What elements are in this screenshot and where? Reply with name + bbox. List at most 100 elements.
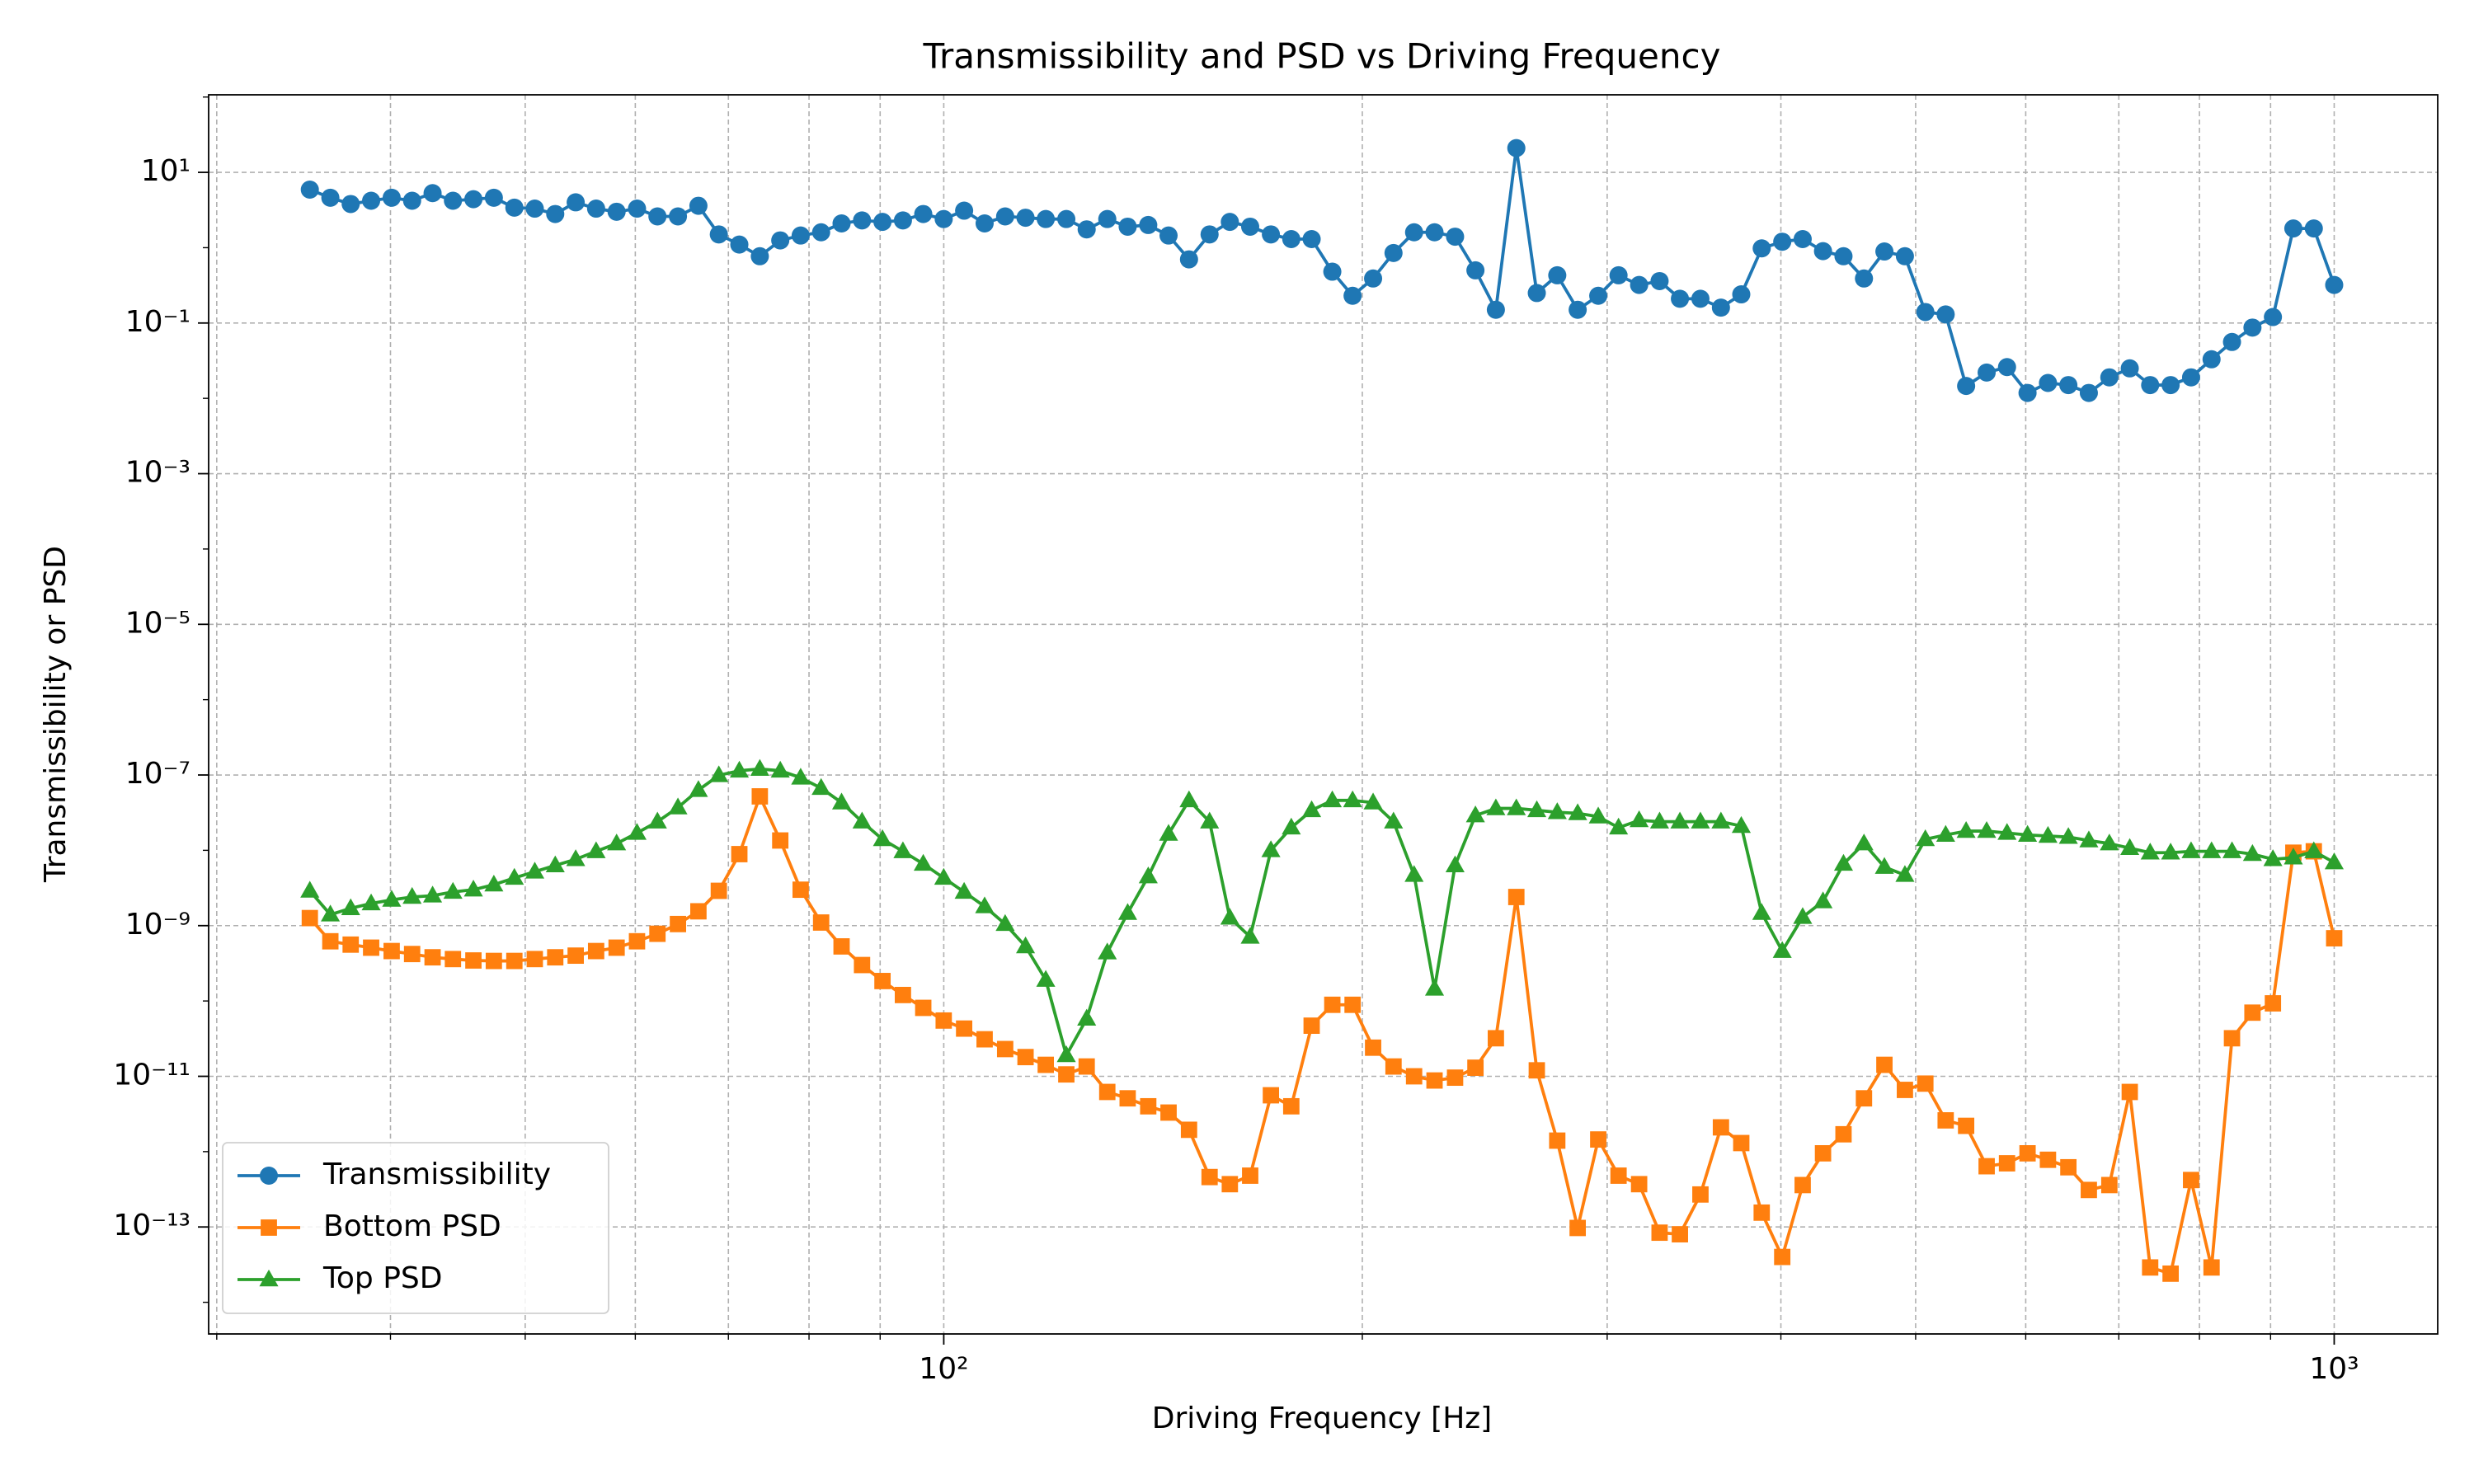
marker — [874, 973, 891, 989]
marker — [1876, 1056, 1893, 1073]
marker — [1773, 232, 1792, 251]
marker — [1140, 1097, 1157, 1115]
marker — [1856, 1090, 1873, 1107]
marker — [954, 881, 974, 899]
marker — [750, 758, 769, 777]
marker — [1630, 810, 1649, 828]
series-line — [308, 767, 2335, 1057]
marker — [995, 207, 1014, 226]
marker — [1364, 269, 1383, 288]
marker — [1488, 1030, 1504, 1047]
marker — [690, 903, 707, 920]
marker — [1528, 1062, 1545, 1079]
marker — [1221, 1176, 1239, 1193]
marker — [2324, 852, 2345, 870]
marker — [382, 890, 402, 907]
marker — [1874, 857, 1894, 874]
marker — [2181, 368, 2200, 387]
marker — [750, 247, 769, 265]
marker — [1078, 1058, 1095, 1075]
marker — [1875, 242, 1894, 261]
marker — [2081, 1181, 2097, 1199]
marker — [1691, 811, 1710, 829]
marker — [1609, 265, 1628, 284]
marker — [526, 951, 543, 968]
marker — [628, 932, 646, 950]
marker — [2059, 376, 2078, 395]
marker — [1794, 1176, 1811, 1194]
marker — [1590, 1131, 1606, 1148]
marker — [1037, 1056, 1055, 1073]
marker — [1956, 820, 1976, 838]
marker — [464, 190, 483, 209]
marker — [2121, 1083, 2138, 1101]
marker — [1753, 1204, 1771, 1221]
marker — [996, 1040, 1014, 1058]
y-tick-label: 10⁻¹¹ — [113, 1058, 190, 1092]
marker — [1098, 1083, 1116, 1101]
marker — [1916, 829, 1935, 847]
marker — [506, 952, 523, 970]
marker — [914, 204, 933, 223]
marker — [566, 849, 586, 866]
marker — [1301, 800, 1322, 818]
legend-label: Top PSD — [322, 1261, 442, 1295]
marker — [342, 936, 360, 953]
y-axis-label: Transmissibility or PSD — [39, 546, 73, 883]
marker — [402, 886, 422, 904]
marker — [1220, 908, 1239, 925]
marker — [2263, 849, 2283, 866]
marker — [995, 913, 1015, 932]
marker — [1467, 1059, 1484, 1076]
marker — [1343, 286, 1362, 305]
marker — [444, 191, 463, 210]
marker — [2140, 843, 2160, 860]
marker — [811, 777, 831, 796]
marker — [831, 792, 852, 810]
marker — [791, 768, 811, 785]
marker — [484, 874, 504, 892]
marker — [2018, 383, 2037, 402]
marker — [1935, 824, 1955, 842]
marker — [1159, 824, 1178, 841]
marker — [300, 881, 320, 898]
legend: Transmissibility Bottom PSD Top PSD — [222, 1142, 609, 1314]
marker — [1651, 1224, 1668, 1242]
marker — [545, 855, 565, 872]
marker — [2326, 930, 2343, 946]
y-tick-label: 10⁻³ — [125, 456, 190, 490]
marker — [689, 780, 708, 797]
marker — [2284, 848, 2303, 865]
marker — [260, 1167, 278, 1185]
marker — [463, 880, 483, 897]
marker — [1711, 811, 1731, 829]
marker — [2242, 843, 2262, 862]
marker — [1240, 927, 1260, 944]
marker — [300, 180, 319, 199]
marker — [649, 925, 666, 942]
marker — [975, 214, 994, 232]
marker — [1548, 265, 1567, 284]
marker — [1323, 262, 1342, 281]
marker — [1384, 243, 1403, 262]
marker — [1712, 1119, 1729, 1136]
marker — [484, 188, 503, 207]
marker — [811, 223, 830, 242]
marker — [261, 1219, 277, 1236]
marker — [1016, 936, 1036, 954]
marker — [1835, 1125, 1852, 1143]
marker — [1344, 996, 1362, 1013]
marker — [586, 841, 606, 858]
marker — [648, 207, 667, 226]
y-tick-label: 10⁻¹³ — [113, 1209, 190, 1242]
marker — [1405, 1068, 1423, 1085]
marker — [1302, 230, 1321, 249]
marker — [1036, 970, 1056, 987]
series — [300, 139, 2344, 402]
series-line — [308, 795, 2336, 1275]
marker — [1037, 209, 1056, 228]
marker — [1282, 230, 1300, 249]
marker — [2161, 376, 2180, 395]
marker — [2039, 1151, 2057, 1168]
marker — [771, 231, 790, 250]
